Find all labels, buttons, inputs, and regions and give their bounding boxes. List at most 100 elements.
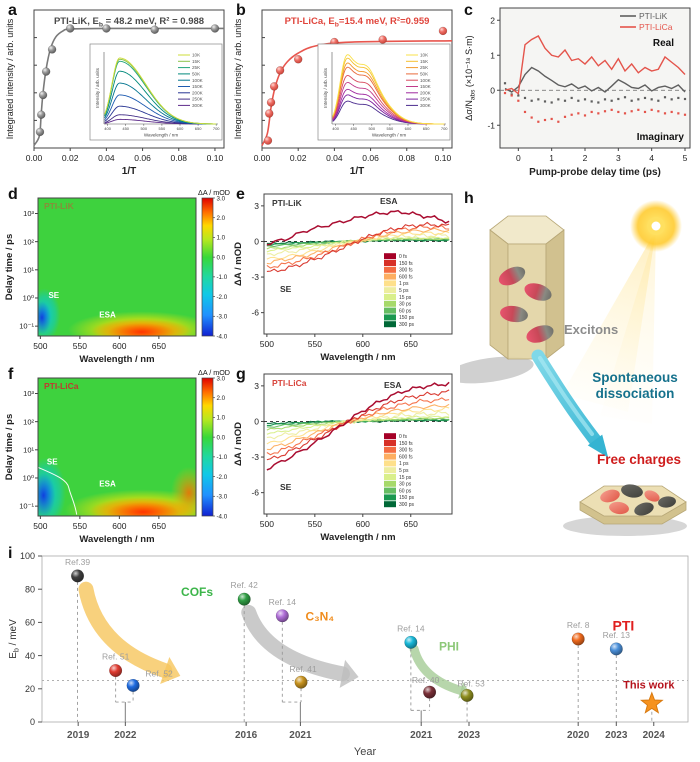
svg-text:600: 600 xyxy=(356,339,370,349)
svg-text:Year: Year xyxy=(354,746,377,758)
svg-text:0.08: 0.08 xyxy=(398,153,415,163)
svg-text:0.0: 0.0 xyxy=(217,434,226,441)
svg-text:Ref. 14: Ref. 14 xyxy=(269,597,297,607)
svg-text:Eb / meV: Eb / meV xyxy=(8,619,21,659)
svg-text:Ref.39: Ref.39 xyxy=(65,557,90,567)
svg-text:250K: 250K xyxy=(192,97,204,102)
svg-text:SE: SE xyxy=(280,284,292,294)
svg-text:PTI: PTI xyxy=(613,618,635,634)
svg-text:-2.0: -2.0 xyxy=(217,474,228,481)
chart-d-ta-heatmap-PTI-LiK: 500 550 600 650 10⁻¹ 10⁰ 10¹ 10² 10³ Wavelength /… xyxy=(4,188,230,365)
panel-h-schematic: Excitons Spontaneous dissociation Free c… xyxy=(460,188,700,540)
svg-text:650: 650 xyxy=(404,339,418,349)
chart-c-photoconductivity-vs-delay: 0 1 2 3 4 5 -1 0 1 2 Pump-probe delay time (ps) Δσ/… xyxy=(464,7,691,178)
svg-text:300 ps: 300 ps xyxy=(399,502,415,508)
svg-text:10⁰: 10⁰ xyxy=(23,474,34,483)
spontaneous-label: Spontaneous xyxy=(592,370,678,385)
svg-text:600: 600 xyxy=(112,341,126,351)
svg-text:60 ps: 60 ps xyxy=(399,308,412,314)
svg-text:1: 1 xyxy=(490,50,495,60)
panel-label-a: a xyxy=(8,2,17,19)
svg-text:PTI-LiK: PTI-LiK xyxy=(272,198,303,208)
svg-text:1.0: 1.0 xyxy=(217,235,226,242)
svg-text:ESA: ESA xyxy=(99,311,116,320)
svg-text:Ref. 40: Ref. 40 xyxy=(412,675,440,685)
free-charges-label: Free charges xyxy=(596,452,682,467)
svg-text:150K: 150K xyxy=(192,84,204,89)
svg-text:10¹: 10¹ xyxy=(23,265,34,274)
svg-text:Wavelength / nm: Wavelength / nm xyxy=(144,133,178,138)
excitons-label: Excitons xyxy=(564,322,619,337)
svg-text:Intensity / arb. units: Intensity / arb. units xyxy=(323,67,328,108)
svg-text:2: 2 xyxy=(490,15,495,25)
svg-text:200K: 200K xyxy=(420,90,432,95)
svg-text:450: 450 xyxy=(350,126,357,131)
svg-text:650: 650 xyxy=(152,341,166,351)
svg-text:10⁻¹: 10⁻¹ xyxy=(19,322,34,331)
svg-text:Wavelength / nm: Wavelength / nm xyxy=(79,354,154,365)
svg-text:650: 650 xyxy=(423,126,430,131)
svg-text:5 ps: 5 ps xyxy=(399,288,409,294)
svg-text:300K: 300K xyxy=(420,103,432,108)
svg-text:0.08: 0.08 xyxy=(170,153,187,163)
excitons-ellipsoids xyxy=(498,266,554,343)
svg-text:10¹: 10¹ xyxy=(23,445,34,454)
svg-text:550: 550 xyxy=(308,519,322,529)
svg-text:4: 4 xyxy=(649,153,654,163)
svg-text:600: 600 xyxy=(356,519,370,529)
svg-text:500: 500 xyxy=(33,521,47,531)
svg-text:ESA: ESA xyxy=(384,380,401,390)
svg-text:Integrated intensity / arb. un: Integrated intensity / arb. units xyxy=(233,18,243,139)
panel-label-c: c xyxy=(464,2,473,19)
svg-text:Ref. 8: Ref. 8 xyxy=(567,620,590,630)
svg-text:50K: 50K xyxy=(192,72,201,77)
svg-text:550: 550 xyxy=(159,126,166,131)
svg-text:-2.0: -2.0 xyxy=(217,294,228,301)
svg-text:-6: -6 xyxy=(251,308,259,318)
chart-a-pl-intensity-vs-invT-PTI-LiK: 0.00 0.02 0.04 0.06 0.08 0.10 1/T Integrated in… xyxy=(5,9,225,177)
svg-text:10⁰: 10⁰ xyxy=(23,294,34,303)
svg-text:1 ps: 1 ps xyxy=(399,281,409,287)
svg-text:Imaginary: Imaginary xyxy=(637,132,685,143)
svg-text:10K: 10K xyxy=(420,53,429,58)
svg-text:Ref. 51: Ref. 51 xyxy=(102,652,130,662)
svg-text:PTI-LiCa, Eb=15.4 meV, R²=0.95: PTI-LiCa, Eb=15.4 meV, R²=0.959 xyxy=(285,16,430,29)
svg-text:500: 500 xyxy=(140,126,147,131)
svg-text:150 fs: 150 fs xyxy=(399,261,413,267)
svg-text:600 fs: 600 fs xyxy=(399,454,413,460)
svg-text:600: 600 xyxy=(112,521,126,531)
svg-text:5 ps: 5 ps xyxy=(399,468,409,474)
svg-text:ESA: ESA xyxy=(380,196,397,206)
panel-label-e: e xyxy=(236,186,245,203)
svg-text:550: 550 xyxy=(73,341,87,351)
svg-text:150K: 150K xyxy=(420,84,432,89)
svg-text:2023: 2023 xyxy=(605,730,628,741)
svg-text:15 ps: 15 ps xyxy=(399,475,412,481)
exciton-dissociation-illustration xyxy=(460,200,687,536)
svg-text:2023: 2023 xyxy=(458,730,481,741)
svg-text:3.0: 3.0 xyxy=(217,375,226,382)
svg-text:3: 3 xyxy=(616,153,621,163)
svg-text:400: 400 xyxy=(104,126,111,131)
svg-text:150 ps: 150 ps xyxy=(399,495,415,501)
svg-text:2: 2 xyxy=(583,153,588,163)
panel-label-g: g xyxy=(236,366,246,383)
svg-text:ESA: ESA xyxy=(99,479,116,488)
svg-text:Ref. 52: Ref. 52 xyxy=(145,668,173,678)
svg-text:0: 0 xyxy=(30,717,35,727)
svg-text:ΔA / mOD: ΔA / mOD xyxy=(233,242,244,286)
svg-text:0.00: 0.00 xyxy=(254,153,271,163)
svg-text:10³: 10³ xyxy=(23,389,34,398)
svg-text:0.00: 0.00 xyxy=(26,153,43,163)
svg-text:10²: 10² xyxy=(23,237,34,246)
crystal-shadow xyxy=(460,356,534,384)
svg-text:10K: 10K xyxy=(192,53,201,58)
svg-text:30 ps: 30 ps xyxy=(399,302,412,308)
panel-label-h: h xyxy=(464,190,474,207)
svg-text:250K: 250K xyxy=(420,97,432,102)
svg-text:1 ps: 1 ps xyxy=(399,461,409,467)
svg-text:Delay time / ps: Delay time / ps xyxy=(4,414,15,481)
svg-text:PTI-LiK: PTI-LiK xyxy=(44,201,75,211)
svg-text:25K: 25K xyxy=(420,65,429,70)
